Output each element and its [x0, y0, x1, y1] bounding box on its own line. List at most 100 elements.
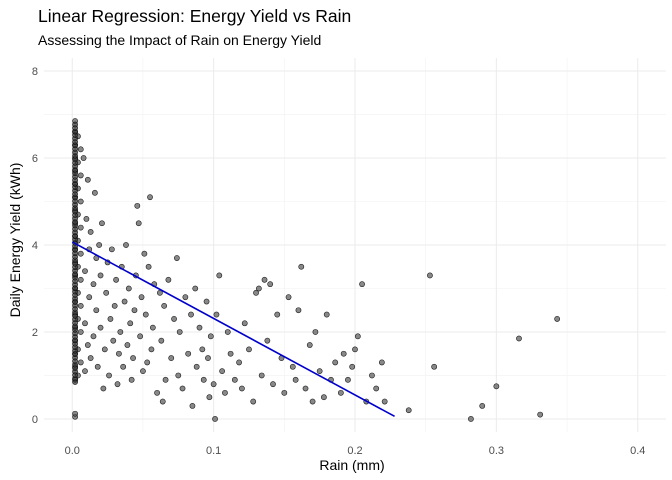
data-point	[200, 376, 207, 383]
data-point	[345, 376, 351, 383]
data-point	[188, 311, 194, 318]
data-point	[101, 346, 108, 353]
data-point	[427, 272, 433, 279]
y-tick-label: 2	[32, 327, 38, 339]
data-point	[239, 385, 245, 392]
data-point	[267, 281, 274, 288]
data-point	[148, 346, 155, 353]
data-point	[84, 176, 91, 183]
data-point	[91, 189, 98, 196]
data-point	[108, 246, 115, 253]
data-point	[110, 337, 117, 344]
y-axis-title: Daily Energy Yield (kWh)	[7, 163, 23, 318]
data-point	[306, 342, 313, 348]
data-point	[154, 389, 160, 396]
data-point	[182, 294, 189, 301]
data-point	[140, 368, 146, 375]
data-point	[261, 276, 268, 283]
data-point	[94, 363, 101, 370]
data-point	[359, 281, 365, 288]
y-tick-label: 6	[32, 153, 38, 165]
data-point	[144, 359, 151, 366]
data-point	[173, 255, 180, 261]
data-point	[378, 359, 385, 366]
data-point	[84, 342, 91, 348]
data-point	[145, 263, 152, 270]
data-point	[82, 268, 88, 274]
data-point	[236, 359, 242, 366]
data-point	[113, 276, 119, 283]
data-point	[381, 398, 388, 405]
data-point	[312, 329, 319, 335]
data-point	[537, 411, 544, 418]
data-point	[255, 285, 262, 292]
data-point	[302, 385, 309, 392]
data-point	[241, 320, 248, 327]
data-point	[431, 363, 438, 370]
data-point	[97, 324, 104, 331]
data-point	[323, 311, 330, 318]
data-point	[99, 220, 105, 227]
data-point	[352, 346, 358, 353]
data-point	[107, 316, 114, 322]
y-tick-label: 0	[32, 414, 38, 426]
data-point	[264, 337, 271, 344]
x-tick-label: 0.0	[65, 445, 80, 457]
data-point	[86, 294, 93, 301]
data-point	[213, 311, 220, 318]
data-point	[274, 311, 281, 318]
data-point	[258, 372, 265, 379]
data-point	[103, 289, 110, 296]
data-point	[141, 250, 148, 257]
regression-line-group	[71, 241, 395, 418]
data-point	[162, 376, 169, 383]
data-point	[83, 216, 90, 222]
data-point	[250, 398, 257, 405]
data-point	[125, 285, 132, 292]
data-point	[147, 194, 153, 201]
data-point	[295, 307, 302, 314]
data-point	[97, 272, 104, 279]
data-point	[80, 155, 87, 161]
data-point	[72, 121, 78, 128]
x-tick-label: 0.3	[489, 445, 504, 457]
data-point	[349, 363, 356, 370]
data-point	[468, 416, 474, 422]
data-point	[298, 263, 305, 270]
data-point	[203, 298, 210, 305]
data-point	[128, 376, 135, 383]
data-point	[82, 368, 88, 375]
data-point	[159, 398, 166, 405]
data-point	[199, 346, 206, 353]
data-point	[120, 363, 127, 370]
data-point	[227, 350, 234, 357]
data-point	[193, 363, 200, 370]
regression-line	[71, 241, 395, 418]
data-point	[131, 307, 138, 314]
data-point	[171, 316, 177, 322]
data-point	[90, 281, 97, 288]
data-point	[281, 389, 288, 396]
data-point	[196, 324, 203, 331]
data-point	[117, 329, 124, 335]
data-point	[158, 337, 165, 344]
grid-lines	[44, 58, 666, 432]
data-point	[222, 389, 228, 396]
y-tick-label: 8	[32, 66, 38, 78]
data-point	[332, 359, 339, 366]
data-point	[77, 146, 84, 153]
data-point	[369, 372, 375, 379]
data-point	[246, 346, 252, 353]
data-point	[124, 342, 131, 348]
x-tick-label: 0.2	[347, 445, 362, 457]
data-point	[111, 302, 118, 309]
data-point	[224, 329, 231, 335]
data-point	[142, 311, 149, 318]
data-point	[87, 229, 94, 235]
data-point	[373, 385, 380, 392]
data-point	[168, 355, 175, 361]
chart-title: Linear Regression: Energy Yield vs Rain	[38, 6, 352, 26]
data-point	[127, 320, 134, 327]
data-point	[210, 381, 217, 388]
